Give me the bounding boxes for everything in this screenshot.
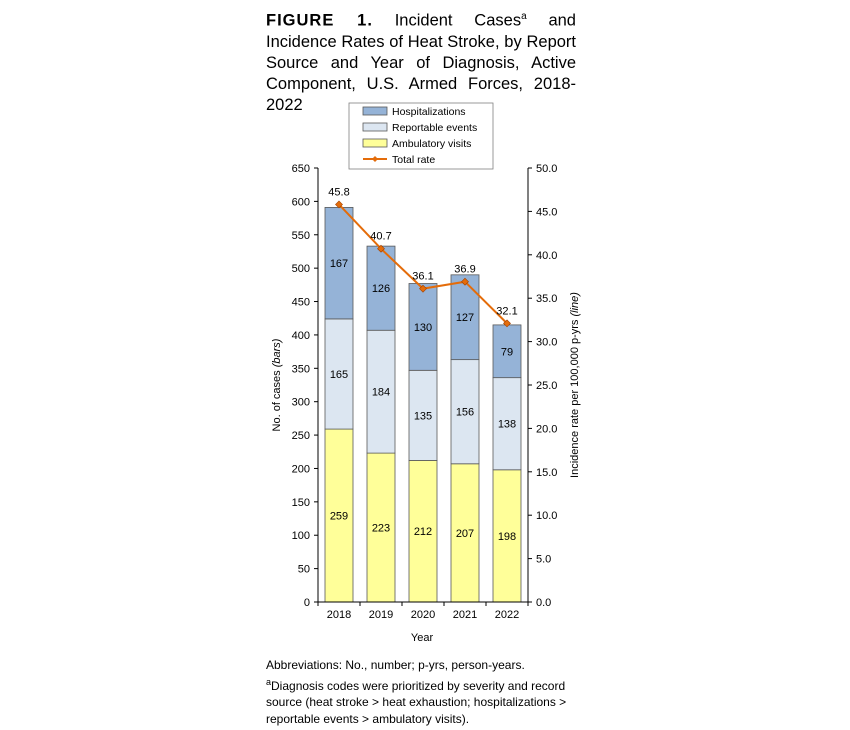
abbreviations-note: Abbreviations: No., number; p-yrs, perso… — [266, 658, 525, 672]
data-label: 165 — [330, 369, 348, 381]
y-tick-label-right: 35.0 — [536, 293, 557, 305]
y-tick-label-right: 40.0 — [536, 250, 557, 262]
bars: 259 165 167 223 184 126 212 135 130 207 156 127 198 1… — [324, 206, 522, 603]
data-label: 259 — [330, 511, 348, 523]
legend-swatch — [362, 106, 388, 116]
y-tick-label-left: 600 — [292, 196, 310, 208]
bar-segment-ambulatory-visits — [450, 463, 480, 603]
y-tick-label-left: 0 — [304, 597, 310, 609]
rate-marker — [377, 244, 385, 253]
legend-label: Total rate — [392, 154, 435, 166]
rate-line: 45.8 40.7 36.1 36.9 32.1 — [328, 186, 518, 328]
data-label: 198 — [498, 531, 516, 543]
legend-label: Ambulatory visits — [392, 138, 471, 150]
data-label: 207 — [456, 528, 474, 540]
rate-marker — [461, 277, 469, 286]
x-tick-label: 2018 — [327, 609, 351, 621]
title-superscript: a — [521, 11, 527, 22]
rate-label: 32.1 — [496, 305, 517, 317]
diagnosis-note: aDiagnosis codes were prioritized by sev… — [266, 674, 581, 728]
data-label: 223 — [372, 523, 390, 535]
axis-label-main: Incidence rate per 100,000 p-yrs — [569, 317, 581, 478]
y-tick-label-right: 15.0 — [536, 467, 557, 479]
rate-label: 45.8 — [328, 186, 349, 198]
note-text: Diagnosis codes were prioritized by seve… — [266, 678, 567, 726]
y-tick-label-left: 300 — [292, 397, 310, 409]
y-tick-label-left: 650 — [292, 163, 310, 175]
data-label: 138 — [498, 419, 516, 431]
bar-segment-hospitalizations — [366, 245, 396, 331]
title-text: Incident Cases — [394, 11, 522, 30]
data-label: 184 — [372, 387, 390, 399]
legend-swatch — [362, 138, 388, 148]
rate-label: 40.7 — [370, 231, 391, 243]
y-tick-label-left: 500 — [292, 263, 310, 275]
y-axis-label-left: No. of cases (bars) — [271, 338, 283, 431]
y-tick-label-left: 450 — [292, 297, 310, 309]
x-axis-label: Year — [411, 632, 434, 644]
bar-segment-ambulatory-visits — [408, 460, 438, 603]
legend-label: Reportable events — [392, 122, 477, 134]
bar-segment-reportable-events — [450, 359, 480, 465]
y-tick-label-right: 25.0 — [536, 380, 557, 392]
data-label: 126 — [372, 283, 390, 295]
y-axis-label-right: Incidence rate per 100,000 p-yrs (line) — [569, 292, 581, 478]
y-tick-label-right: 10.0 — [536, 510, 557, 522]
axis-label-italic: (line) — [569, 292, 581, 317]
data-label: 167 — [330, 258, 348, 270]
rate-marker — [503, 319, 511, 328]
title-rest: and Incidence Rates of Heat Stroke, by R… — [266, 11, 576, 114]
axis-label-main: No. of cases — [271, 367, 283, 431]
y-tick-label-left: 100 — [292, 530, 310, 542]
bar-segment-reportable-events — [492, 377, 522, 471]
x-tick-label: 2021 — [453, 609, 477, 621]
y-tick-label-right: 20.0 — [536, 423, 557, 435]
rate-marker — [335, 200, 343, 209]
rate-label: 36.9 — [454, 264, 475, 276]
bar-segment-reportable-events — [324, 318, 354, 430]
bar-segment-hospitalizations — [450, 274, 480, 361]
legend-swatch — [362, 122, 388, 132]
rate-marker — [419, 284, 427, 293]
y-tick-label-left: 550 — [292, 230, 310, 242]
figure-title: FIGURE 1. Incident Casesa and Incidence … — [266, 6, 576, 116]
bar-segment-ambulatory-visits — [492, 469, 522, 603]
y-tick-label-right: 5.0 — [536, 554, 551, 566]
data-label: 130 — [414, 322, 432, 334]
y-tick-label-right: 0.0 — [536, 597, 551, 609]
bar-segment-ambulatory-visits — [366, 452, 396, 603]
legend: Hospitalizations Reportable events Ambulat… — [348, 102, 494, 170]
axes: 0 50 100 150 200 250 300 350 400 450 500 550 600 650 0… — [292, 163, 558, 621]
y-tick-label-right: 50.0 — [536, 163, 557, 175]
bar-segment-hospitalizations — [324, 206, 354, 320]
x-tick-label: 2020 — [411, 609, 435, 621]
y-tick-label-left: 250 — [292, 430, 310, 442]
chart: Hospitalizations Reportable events Ambulat… — [271, 102, 581, 644]
legend-marker — [372, 156, 378, 162]
y-tick-label-right: 45.0 — [536, 206, 557, 218]
footnotes: Abbreviations: No., number; p-yrs, perso… — [266, 657, 581, 727]
figure-label: FIGURE 1. — [266, 11, 373, 30]
axis-label-italic: (bars) — [271, 338, 283, 367]
y-tick-label-right: 30.0 — [536, 337, 557, 349]
data-label: 127 — [456, 312, 474, 324]
x-tick-label: 2022 — [495, 609, 519, 621]
data-label: 156 — [456, 407, 474, 419]
y-tick-label-left: 150 — [292, 497, 310, 509]
y-tick-label-left: 50 — [298, 564, 310, 576]
data-label: 79 — [501, 346, 513, 358]
y-tick-label-left: 350 — [292, 363, 310, 375]
data-label: 212 — [414, 526, 432, 538]
y-tick-label-left: 400 — [292, 330, 310, 342]
x-tick-label: 2019 — [369, 609, 393, 621]
rate-label: 36.1 — [412, 271, 433, 283]
data-label: 135 — [414, 410, 432, 422]
bar-segment-reportable-events — [408, 369, 438, 461]
bar-segment-reportable-events — [366, 329, 396, 454]
note-superscript: a — [266, 676, 272, 687]
legend-label: Hospitalizations — [392, 106, 466, 118]
bar-segment-hospitalizations — [408, 283, 438, 371]
y-tick-label-left: 200 — [292, 463, 310, 475]
